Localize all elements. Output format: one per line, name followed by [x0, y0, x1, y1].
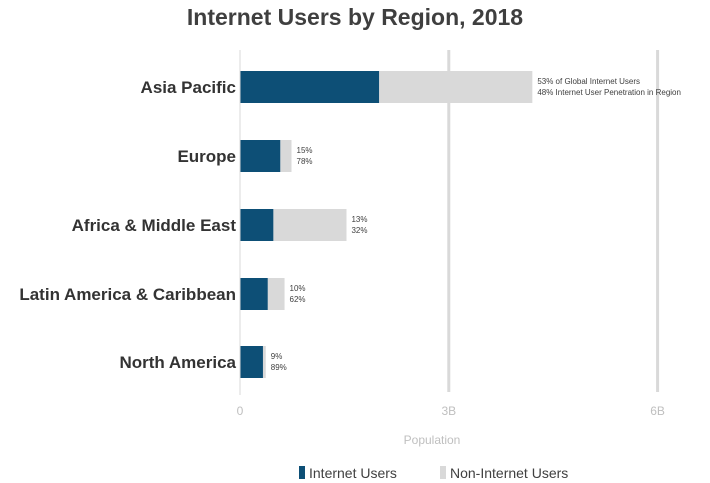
- legend-swatch-internet-users: [299, 466, 305, 479]
- bar-non-internet-users: [262, 346, 266, 378]
- bar-non-internet-users: [280, 140, 292, 172]
- annotation-penetration: 32%: [351, 226, 367, 235]
- annotation-penetration: 89%: [271, 363, 287, 372]
- category-label: Latin America & Caribbean: [19, 285, 236, 304]
- category-label: Europe: [177, 147, 236, 166]
- annotation-penetration: 62%: [290, 295, 306, 304]
- chart-title: Internet Users by Region, 2018: [186, 4, 524, 30]
- category-label: Africa & Middle East: [72, 216, 237, 235]
- x-tick-label: 3B: [441, 404, 456, 418]
- x-tick-label: 0: [237, 404, 244, 418]
- bar-internet-users: [240, 278, 268, 310]
- bar-non-internet-users: [379, 71, 533, 103]
- annotation-penetration: 78%: [297, 157, 313, 166]
- annotation-global-share: 9%: [271, 352, 283, 361]
- annotation-global-share: 13%: [351, 215, 367, 224]
- bar-internet-users: [240, 140, 281, 172]
- bar-internet-users: [240, 346, 263, 378]
- legend-label: Non-Internet Users: [450, 465, 568, 481]
- annotation-global-share: 10%: [290, 284, 306, 293]
- annotation-penetration: 48% Internet User Penetration in Region: [537, 88, 681, 97]
- annotation-global-share: 53% of Global Internet Users: [537, 77, 640, 86]
- bar-non-internet-users: [273, 209, 347, 241]
- legend-swatch-non-internet-users: [440, 466, 446, 479]
- annotation-global-share: 15%: [297, 146, 313, 155]
- bar-internet-users: [240, 71, 380, 103]
- legend-label: Internet Users: [309, 465, 397, 481]
- x-axis-label: Population: [404, 433, 461, 447]
- category-label: North America: [119, 353, 236, 372]
- x-tick-label: 6B: [650, 404, 665, 418]
- bar-internet-users: [240, 209, 274, 241]
- category-label: Asia Pacific: [141, 78, 236, 97]
- bar-non-internet-users: [267, 278, 285, 310]
